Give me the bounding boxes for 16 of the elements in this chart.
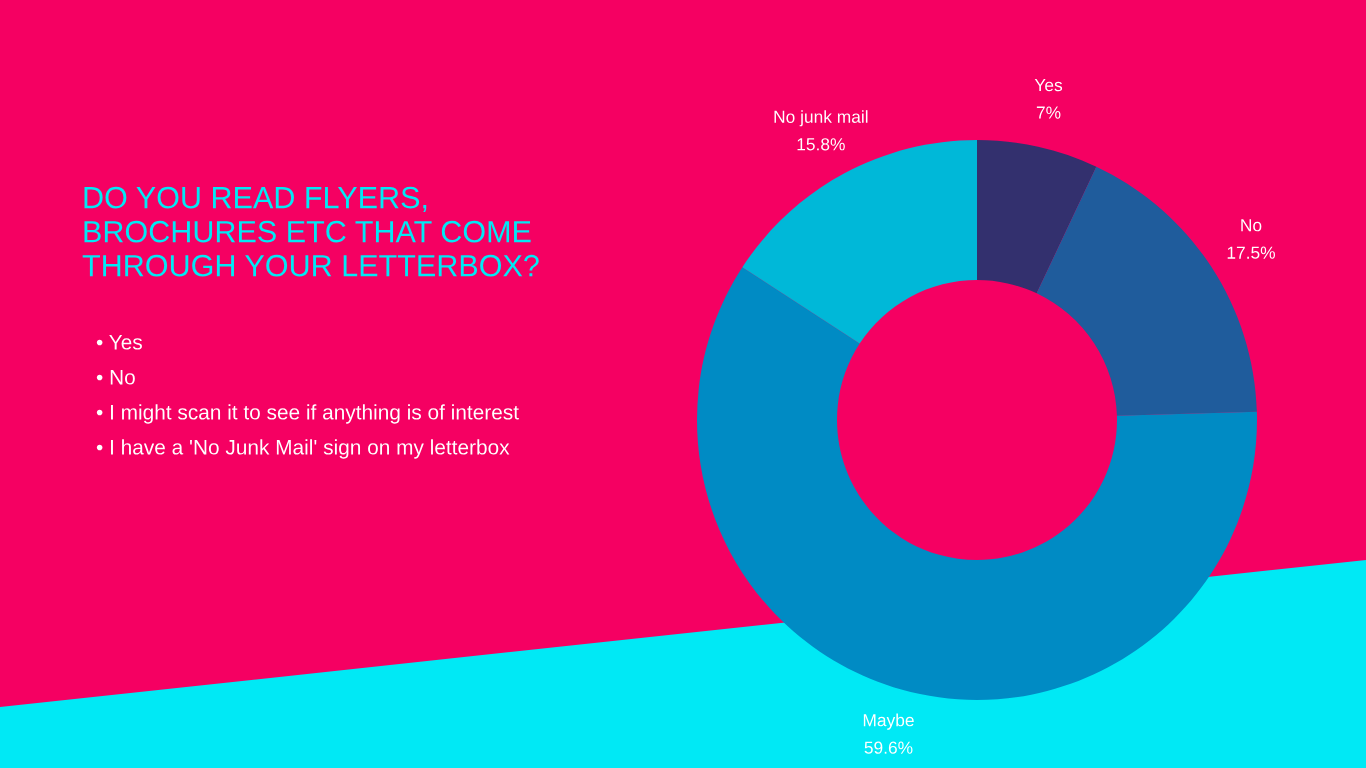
- slice-label: No junk mail: [774, 110, 868, 127]
- data-label: 59.6%: [864, 741, 913, 754]
- donut-slice: [742, 140, 977, 344]
- data-label: 7%: [1036, 106, 1061, 119]
- text: • No: [96, 370, 135, 385]
- donut-slice: [977, 140, 1097, 294]
- text: DO YOU READ FLYERS, BROCHURES ETC THAT COME THROUGH YOUR LETTERBOX?: [82, 186, 539, 277]
- data-label: 15.8%: [797, 138, 845, 151]
- text: • Yes: [96, 335, 142, 350]
- text: • I have a 'No Junk Mail' sign on my letterbox: [96, 439, 510, 459]
- donut-slice: [697, 267, 1257, 700]
- text: • I might scan it to see if anything is of interest: [96, 404, 519, 424]
- slice-label: Maybe: [863, 713, 914, 730]
- data-label: 17.5%: [1227, 246, 1275, 259]
- slice-label: No: [1241, 219, 1262, 232]
- slice-label: Yes: [1034, 79, 1063, 92]
